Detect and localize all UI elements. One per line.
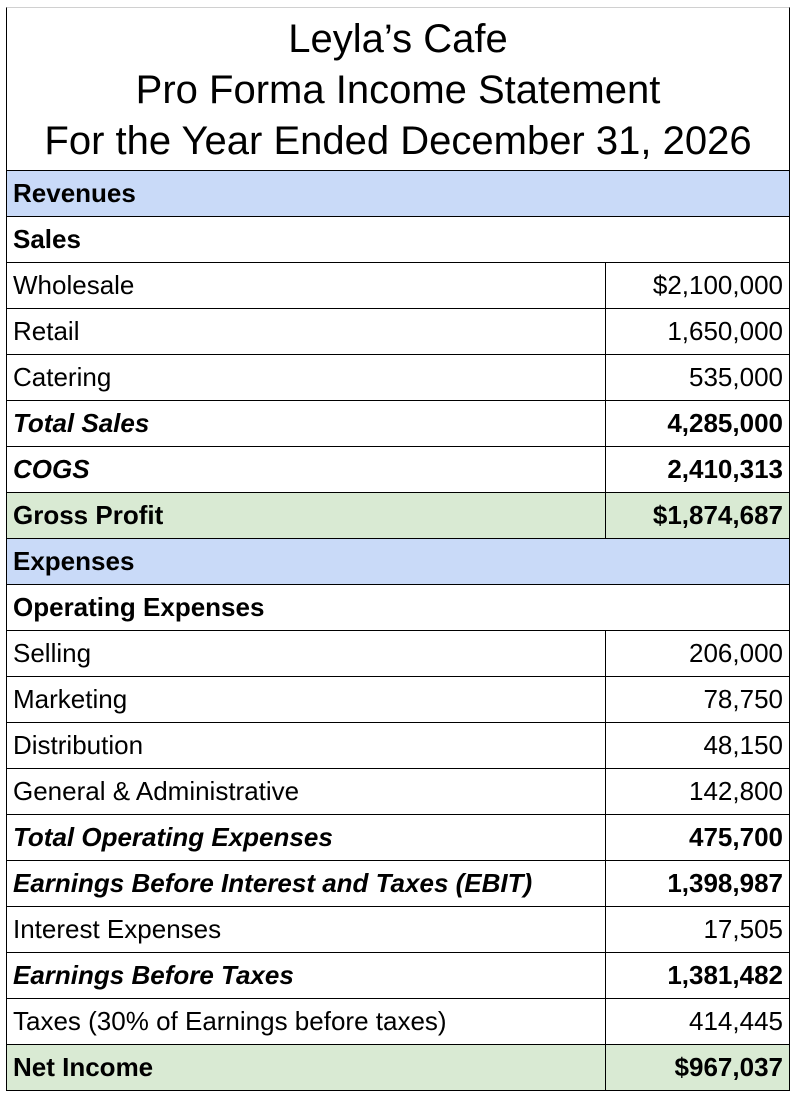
table-row-interest-expenses[interactable]: Interest Expenses 17,505 xyxy=(7,907,789,953)
row-value: $1,874,687 xyxy=(605,493,789,538)
table-row-catering[interactable]: Catering 535,000 xyxy=(7,355,789,401)
table-row-total-operating-expenses[interactable]: Total Operating Expenses 475,700 xyxy=(7,815,789,861)
row-label: Selling xyxy=(13,638,92,668)
table-row-distribution[interactable]: Distribution 48,150 xyxy=(7,723,789,769)
row-label: Interest Expenses xyxy=(13,914,222,944)
row-label: Wholesale xyxy=(13,270,135,300)
row-label: Net Income xyxy=(13,1052,154,1082)
row-label: General & Administrative xyxy=(13,776,300,806)
row-value: 142,800 xyxy=(605,769,789,814)
table-row-marketing[interactable]: Marketing 78,750 xyxy=(7,677,789,723)
row-value: 1,398,987 xyxy=(605,861,789,906)
statement-title: Leyla’s Cafe Pro Forma Income Statement … xyxy=(7,8,789,171)
table-row-selling[interactable]: Selling 206,000 xyxy=(7,631,789,677)
table-row-retail[interactable]: Retail 1,650,000 xyxy=(7,309,789,355)
statement-name: Pro Forma Income Statement xyxy=(135,67,661,112)
row-label: COGS xyxy=(13,454,90,484)
table-row-gross-profit[interactable]: Gross Profit $1,874,687 xyxy=(7,493,789,539)
table-row-ebit[interactable]: Earnings Before Interest and Taxes (EBIT… xyxy=(7,861,789,907)
row-value: 2,410,313 xyxy=(605,447,789,492)
expenses-header-row[interactable]: Expenses xyxy=(7,539,789,585)
row-value: 78,750 xyxy=(605,677,789,722)
row-value: 4,285,000 xyxy=(605,401,789,446)
row-label: Distribution xyxy=(13,730,144,760)
row-label: Taxes (30% of Earnings before taxes) xyxy=(13,1006,447,1036)
row-value: 535,000 xyxy=(605,355,789,400)
row-label: Marketing xyxy=(13,684,128,714)
sales-header-row[interactable]: Sales xyxy=(7,217,789,263)
revenues-header: Revenues xyxy=(13,178,136,208)
row-value: 17,505 xyxy=(605,907,789,952)
operating-expenses-header: Operating Expenses xyxy=(13,592,265,622)
table-row-general-administrative[interactable]: General & Administrative 142,800 xyxy=(7,769,789,815)
row-label: Earnings Before Taxes xyxy=(13,960,294,990)
expenses-header: Expenses xyxy=(13,546,135,576)
row-value: 1,650,000 xyxy=(605,309,789,354)
table-row-cogs[interactable]: COGS 2,410,313 xyxy=(7,447,789,493)
operating-expenses-header-row[interactable]: Operating Expenses xyxy=(7,585,789,631)
row-label: Gross Profit xyxy=(13,500,164,530)
table-row-net-income[interactable]: Net Income $967,037 xyxy=(7,1045,789,1091)
row-value: $967,037 xyxy=(605,1045,789,1090)
statement-period: For the Year Ended December 31, 2026 xyxy=(44,118,752,163)
row-label: Total Sales xyxy=(13,408,150,438)
row-label: Catering xyxy=(13,362,112,392)
company-name: Leyla’s Cafe xyxy=(288,16,508,61)
table-row-wholesale[interactable]: Wholesale $2,100,000 xyxy=(7,263,789,309)
revenues-header-row[interactable]: Revenues xyxy=(7,171,789,217)
sales-header: Sales xyxy=(13,224,81,254)
row-value: 48,150 xyxy=(605,723,789,768)
row-value: 206,000 xyxy=(605,631,789,676)
table-row-total-sales[interactable]: Total Sales 4,285,000 xyxy=(7,401,789,447)
row-value: 1,381,482 xyxy=(605,953,789,998)
row-label: Retail xyxy=(13,316,80,346)
row-value: 475,700 xyxy=(605,815,789,860)
row-label: Total Operating Expenses xyxy=(13,822,333,852)
row-value: $2,100,000 xyxy=(605,263,789,308)
row-label: Earnings Before Interest and Taxes (EBIT… xyxy=(13,868,533,898)
table-row-taxes[interactable]: Taxes (30% of Earnings before taxes) 414… xyxy=(7,999,789,1045)
row-value: 414,445 xyxy=(605,999,789,1044)
table-row-ebt[interactable]: Earnings Before Taxes 1,381,482 xyxy=(7,953,789,999)
income-statement-table: Leyla’s Cafe Pro Forma Income Statement … xyxy=(6,7,790,1091)
